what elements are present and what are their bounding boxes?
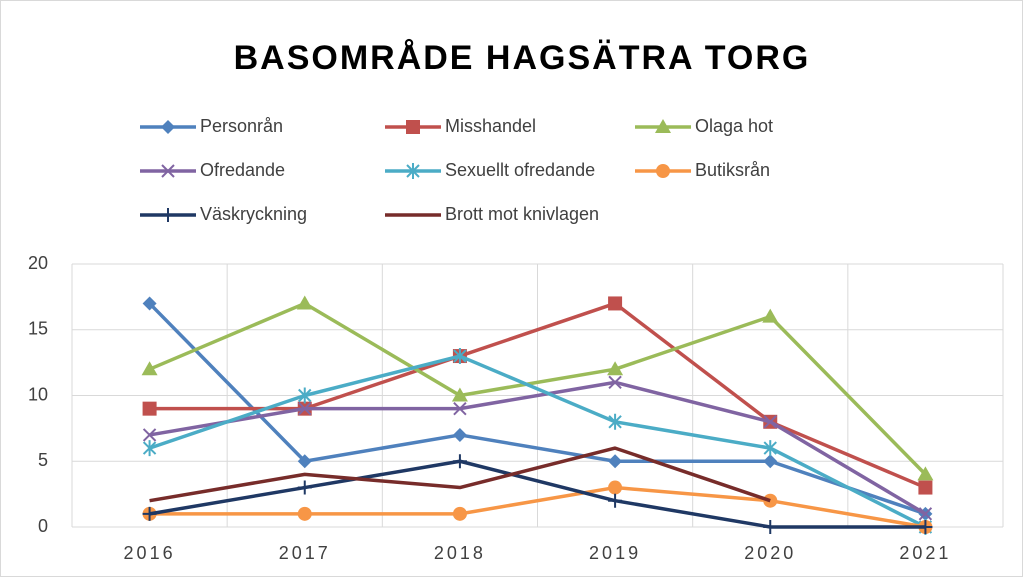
x-tick-label: 2020 — [744, 543, 796, 563]
y-tick-label: 10 — [28, 384, 48, 404]
data-point — [608, 413, 622, 430]
chart-title: BASOMRÅDE HAGSÄTRA TORG — [234, 39, 811, 77]
data-point — [296, 295, 313, 310]
series-line — [149, 380, 927, 516]
x-tick-label: 2017 — [279, 543, 331, 563]
data-point — [763, 520, 778, 534]
legend-marker — [406, 163, 420, 179]
series-line — [148, 302, 926, 516]
data-point — [453, 348, 467, 365]
data-point — [452, 506, 467, 521]
legend-label: Olaga hot — [695, 116, 773, 136]
data-point — [608, 480, 623, 495]
data-point — [142, 428, 157, 442]
data-point — [763, 415, 777, 429]
data-point — [451, 387, 468, 402]
y-tick-label: 5 — [38, 450, 48, 470]
series-line — [148, 301, 927, 476]
y-tick-label: 15 — [28, 319, 48, 339]
legend-marker — [656, 164, 670, 178]
data-point — [297, 454, 312, 469]
data-point — [608, 296, 623, 311]
series-line — [149, 354, 927, 529]
data-point — [608, 454, 623, 469]
data-point — [298, 401, 312, 416]
legend-label: Misshandel — [445, 116, 536, 136]
data-point — [297, 480, 312, 495]
y-tick-label: 0 — [38, 516, 48, 536]
series-line — [149, 485, 926, 529]
data-point — [452, 454, 467, 469]
legend-marker — [406, 120, 420, 134]
data-point — [607, 361, 624, 376]
data-point — [608, 493, 623, 508]
legend-marker — [161, 208, 175, 222]
y-tick-label: 20 — [28, 253, 48, 273]
x-tick-label: 2019 — [589, 543, 641, 563]
data-point — [608, 375, 622, 390]
data-point — [298, 387, 312, 404]
legend-marker — [655, 119, 671, 133]
data-point — [452, 427, 467, 442]
data-point — [918, 520, 933, 534]
data-point — [142, 440, 157, 457]
legend-marker — [161, 164, 175, 178]
legend-label: Väskryckning — [200, 204, 307, 224]
legend-label: Butiksrån — [695, 160, 770, 180]
series-line — [149, 301, 927, 490]
legend-label: Sexuellt ofredande — [445, 160, 595, 180]
legend-marker — [161, 120, 175, 134]
data-point — [142, 401, 157, 416]
legend-label: Personrån — [200, 116, 283, 136]
data-point — [142, 506, 157, 521]
data-point — [453, 401, 467, 416]
data-point — [918, 507, 933, 521]
data-point — [142, 296, 157, 311]
series-line — [149, 446, 771, 503]
data-point — [297, 506, 312, 521]
legend-label: Brott mot knivlagen — [445, 204, 599, 224]
series-line — [149, 459, 926, 529]
data-point — [763, 440, 777, 457]
data-point — [918, 480, 933, 495]
data-point — [762, 308, 779, 323]
data-point — [917, 466, 934, 481]
data-point — [763, 454, 778, 469]
legend-label: Ofredande — [200, 160, 285, 180]
x-tick-label: 2016 — [124, 543, 176, 563]
x-tick-label: 2018 — [434, 543, 486, 563]
x-tick-label: 2021 — [899, 543, 951, 563]
data-point — [141, 361, 158, 376]
